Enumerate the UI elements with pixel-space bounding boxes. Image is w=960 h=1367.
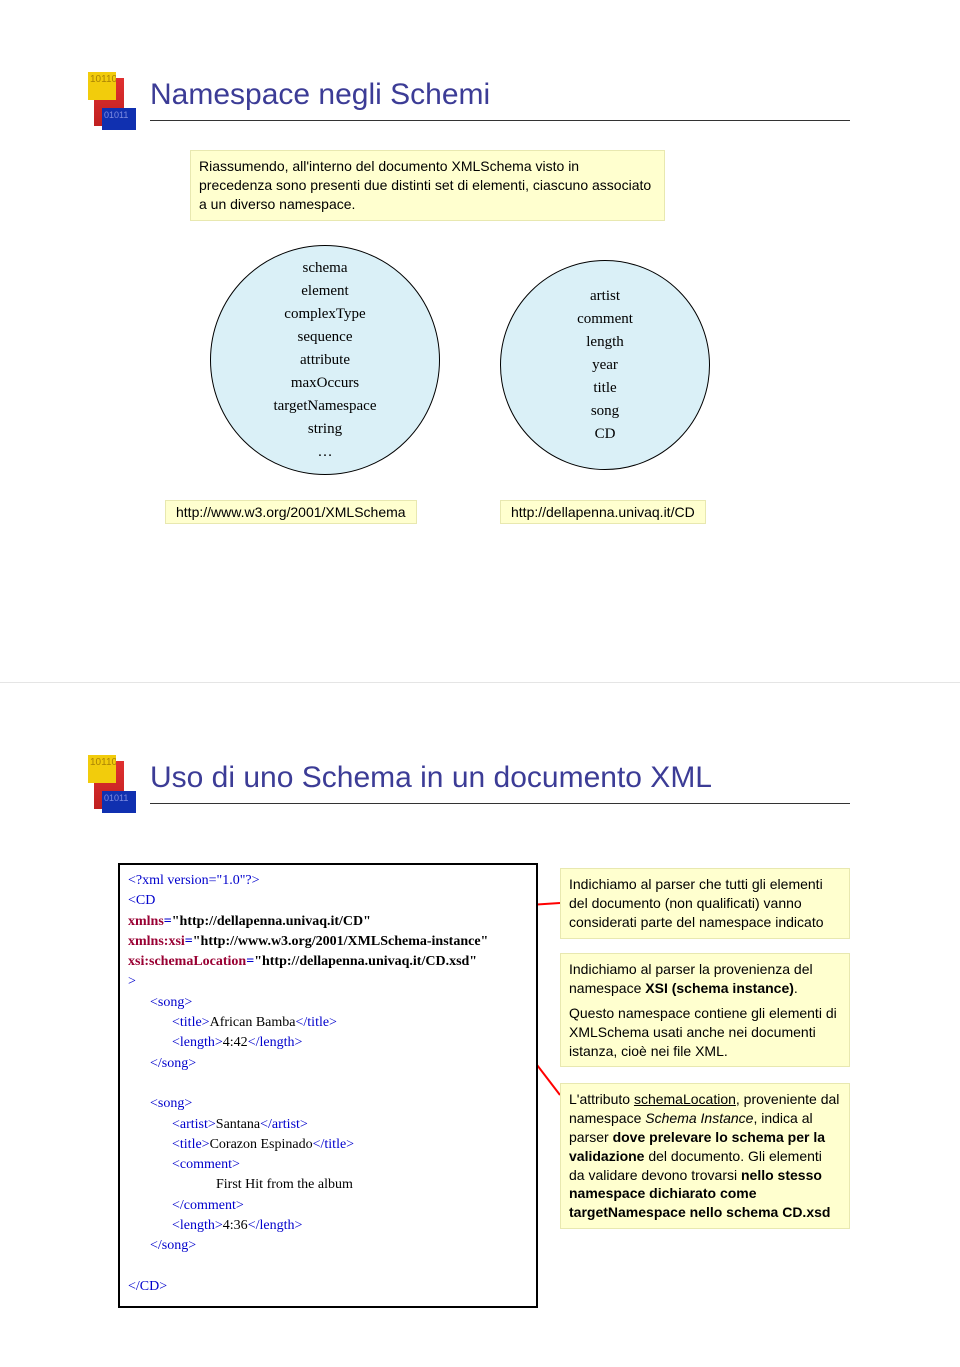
circle-item: schema <box>211 260 439 277</box>
summary-note: Riassumendo, all'interno del documento X… <box>190 150 665 221</box>
code-line: </song> <box>150 1238 196 1253</box>
circle-item: string <box>211 421 439 438</box>
logo: 10110 01011 <box>88 72 148 132</box>
note-xsi-bold: XSI (schema instance) <box>645 980 794 996</box>
code-tag: <artist> <box>172 1117 216 1132</box>
code-line: <CD <box>128 893 155 908</box>
logo-yellow-block: 10110 <box>88 72 116 100</box>
code-line: </song> <box>150 1056 196 1071</box>
code-line: <song> <box>150 1096 192 1111</box>
code-attr-xsi: xmlns:xsi <box>128 934 185 949</box>
logo-blue-block: 01011 <box>102 108 136 130</box>
note-xmlns: Indichiamo al parser che tutti gli eleme… <box>560 868 850 939</box>
code-line: <song> <box>150 995 192 1010</box>
note-xsi-end: . <box>794 980 798 996</box>
circle-item: attribute <box>211 352 439 369</box>
circle-item: sequence <box>211 329 439 346</box>
logo: 10110 01011 <box>88 755 148 815</box>
note-xsi: Indichiamo al parser la provenienza del … <box>560 953 850 1067</box>
circle-item: title <box>501 380 709 397</box>
circle-item: … <box>211 444 439 461</box>
code-line: > <box>128 974 136 989</box>
code-tag: </title> <box>313 1137 354 1152</box>
right-namespace-circle: artist comment length year title song CD <box>500 260 710 470</box>
code-val: "http://www.w3.org/2001/XMLSchema-instan… <box>193 934 489 949</box>
code-val: "http://dellapenna.univaq.it/CD" <box>172 914 371 929</box>
circle-item: targetNamespace <box>211 398 439 415</box>
code-tag: </title> <box>296 1015 337 1030</box>
title-rule <box>150 120 850 121</box>
slide-title: Namespace negli Schemi <box>150 78 490 112</box>
logo-yellow-block: 10110 <box>88 755 116 783</box>
code-text: 4:36 <box>223 1218 248 1233</box>
n3u: schemaLocation <box>634 1091 736 1107</box>
code-text: 4:42 <box>223 1035 248 1050</box>
circle-item: comment <box>501 311 709 328</box>
circle-item: year <box>501 357 709 374</box>
code-tag: <length> <box>172 1218 223 1233</box>
circle-item: artist <box>501 288 709 305</box>
slide-title: Uso di uno Schema in un documento XML <box>150 761 712 795</box>
code-text: African Bamba <box>210 1015 296 1030</box>
code-tag: <length> <box>172 1035 223 1050</box>
code-line: <?xml version="1.0"?> <box>128 873 260 888</box>
code-eq: = <box>185 934 193 949</box>
code-attr-loc: xsi:schemaLocation <box>128 954 246 969</box>
code-tag: </artist> <box>260 1117 308 1132</box>
slide-2: 10110 01011 Uso di uno Schema in un docu… <box>0 683 960 1366</box>
note-schemalocation: L'attributo schemaLocation, proveniente … <box>560 1083 850 1229</box>
code-tag: <title> <box>172 1015 210 1030</box>
n3i: Schema Instance <box>645 1110 753 1126</box>
note-xsi-line2: Questo namespace contiene gli elementi d… <box>569 1005 837 1059</box>
circle-item: CD <box>501 426 709 443</box>
code-line: </CD> <box>128 1279 167 1294</box>
code-tag: </length> <box>248 1035 303 1050</box>
code-attr-xmlns: xmlns <box>128 914 164 929</box>
code-val: "http://dellapenna.univaq.it/CD.xsd" <box>254 954 477 969</box>
code-tag: </comment> <box>172 1198 244 1213</box>
code-text: First Hit from the album <box>216 1177 353 1192</box>
code-tag: </length> <box>248 1218 303 1233</box>
n3a: L'attributo <box>569 1091 634 1107</box>
code-text: Corazon Espinado <box>210 1137 313 1152</box>
code-eq: = <box>164 914 172 929</box>
code-text: Santana <box>216 1117 260 1132</box>
right-url: http://dellapenna.univaq.it/CD <box>500 500 706 524</box>
code-eq: = <box>246 954 254 969</box>
circle-item: length <box>501 334 709 351</box>
circle-item: element <box>211 283 439 300</box>
title-rule <box>150 803 850 804</box>
left-url: http://www.w3.org/2001/XMLSchema <box>165 500 417 524</box>
code-box: <?xml version="1.0"?> <CD xmlns="http://… <box>118 863 538 1308</box>
code-tag: <comment> <box>172 1157 240 1172</box>
left-namespace-circle: schema element complexType sequence attr… <box>210 245 440 475</box>
slide-1: 10110 01011 Namespace negli Schemi Riass… <box>0 0 960 683</box>
circle-item: song <box>501 403 709 420</box>
circle-item: maxOccurs <box>211 375 439 392</box>
logo-blue-block: 01011 <box>102 791 136 813</box>
code-tag: <title> <box>172 1137 210 1152</box>
circle-item: complexType <box>211 306 439 323</box>
